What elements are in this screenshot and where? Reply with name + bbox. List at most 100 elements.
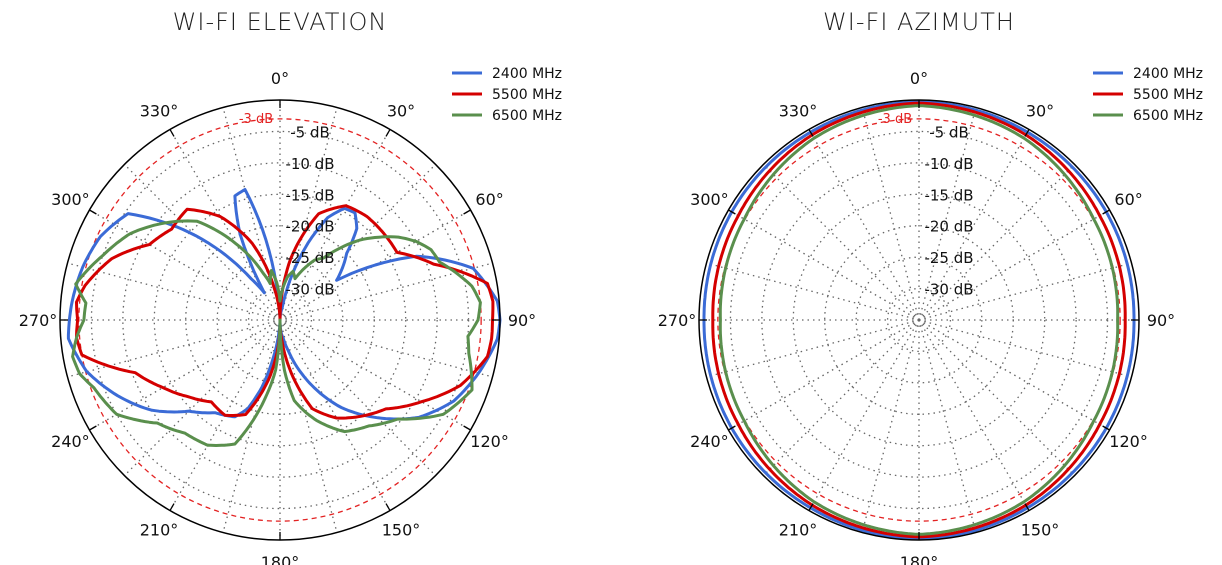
grid-ring [122, 162, 438, 478]
legend-label: 2400 MHz [1133, 66, 1203, 82]
radial-label: -15 dB [285, 186, 334, 204]
angle-label: 330° [140, 101, 179, 120]
angle-tick [1102, 425, 1110, 431]
angle-tick [385, 129, 391, 137]
angle-label: 240° [51, 432, 90, 451]
angle-label: 270° [19, 311, 58, 330]
angle-tick [808, 129, 814, 137]
legend-label: 5500 MHz [1133, 87, 1203, 103]
angle-label: 300° [690, 190, 729, 209]
angle-tick [728, 425, 736, 431]
angle-tick [89, 425, 97, 431]
angle-tick [1024, 129, 1030, 137]
series-line-1 [75, 204, 495, 420]
angle-label: 270° [658, 311, 697, 330]
grid-spoke [706, 319, 920, 378]
grid-spoke [279, 319, 493, 378]
grid-spoke [918, 209, 1110, 321]
grid-spoke [918, 262, 1132, 321]
grid-spoke [222, 107, 281, 321]
chart-title-elevation: WI-FI ELEVATION [172, 8, 388, 36]
angle-label: 0° [910, 69, 928, 88]
radial-label: -30 dB [924, 281, 973, 299]
angle-tick [463, 209, 471, 215]
radial-label: -25 dB [285, 249, 334, 267]
angle-label: 330° [779, 101, 818, 120]
legend-label: 6500 MHz [1133, 108, 1203, 124]
angle-tick [385, 503, 391, 511]
grid-ring [886, 287, 952, 353]
grid-spoke [169, 129, 281, 321]
radial-label: -5 dB [929, 123, 969, 141]
polar-chart-1: 0° 30° 60° 90° 120° 150° 180° 210° 240° 270° 300° 3… [658, 66, 1203, 565]
angle-label: 60° [475, 190, 503, 209]
grid-spoke [279, 129, 391, 321]
grid-ring [247, 287, 313, 353]
grid-spoke [279, 319, 391, 511]
grid-spoke [279, 319, 437, 477]
angle-tick [169, 129, 175, 137]
radial-label: -5 dB [290, 123, 330, 141]
grid-spoke [222, 319, 281, 533]
grid-spoke [728, 209, 920, 321]
grid-spoke [706, 262, 920, 321]
grid-ring [824, 225, 1014, 415]
reference-label: -3 dB [878, 112, 912, 127]
grid-spoke [808, 319, 920, 511]
angle-label: 60° [1114, 190, 1142, 209]
radial-label: -10 dB [285, 155, 334, 173]
grid-ring [153, 193, 407, 447]
grid-spoke [762, 163, 920, 321]
grid-spoke [918, 319, 1076, 477]
angle-tick [728, 209, 736, 215]
angle-label: 90° [1147, 311, 1175, 330]
angle-label: 30° [1026, 101, 1054, 120]
angle-label: 210° [140, 521, 179, 540]
angle-tick [463, 425, 471, 431]
angle-tick [169, 503, 175, 511]
grid-spoke [861, 319, 920, 533]
legend-label: 6500 MHz [492, 108, 562, 124]
angle-tick [89, 209, 97, 215]
grid-ring [761, 162, 1077, 478]
angle-label: 150° [382, 521, 421, 540]
grid-spoke [279, 319, 471, 431]
angle-label: 300° [51, 190, 90, 209]
series-line-0 [66, 188, 502, 421]
angle-label: 180° [261, 553, 300, 565]
chart-title-azimuth: WI-FI AZIMUTH [823, 8, 1015, 36]
angle-tick [1102, 209, 1110, 215]
angle-label: 90° [508, 311, 536, 330]
radial-label: -30 dB [285, 281, 334, 299]
grid-spoke [918, 107, 977, 321]
grid-ring [216, 256, 344, 384]
grid-spoke [728, 319, 920, 431]
angle-label: 240° [690, 432, 729, 451]
grid-spoke [918, 319, 1030, 511]
grid-ring [792, 193, 1046, 447]
angle-label: 180° [900, 553, 939, 565]
grid-spoke [918, 319, 1110, 431]
angle-tick [1024, 503, 1030, 511]
radial-label: -20 dB [285, 218, 334, 236]
angle-label: 150° [1021, 521, 1060, 540]
grid-spoke [279, 262, 493, 321]
grid-spoke [89, 209, 281, 321]
reference-ring [717, 118, 1121, 522]
reference-label: -3 dB [239, 112, 273, 127]
angle-label: 120° [1109, 432, 1148, 451]
angle-label: 210° [779, 521, 818, 540]
angle-label: 120° [470, 432, 509, 451]
grid-spoke [67, 319, 281, 378]
radial-label: -10 dB [924, 155, 973, 173]
grid-ring [90, 130, 470, 510]
legend-label: 5500 MHz [492, 87, 562, 103]
grid-spoke [918, 129, 1030, 321]
grid-ring [185, 225, 375, 415]
grid-spoke [808, 129, 920, 321]
grid-spoke [762, 319, 920, 477]
grid-spoke [861, 107, 920, 321]
grid-spoke [67, 262, 281, 321]
series-line-2 [71, 219, 482, 447]
